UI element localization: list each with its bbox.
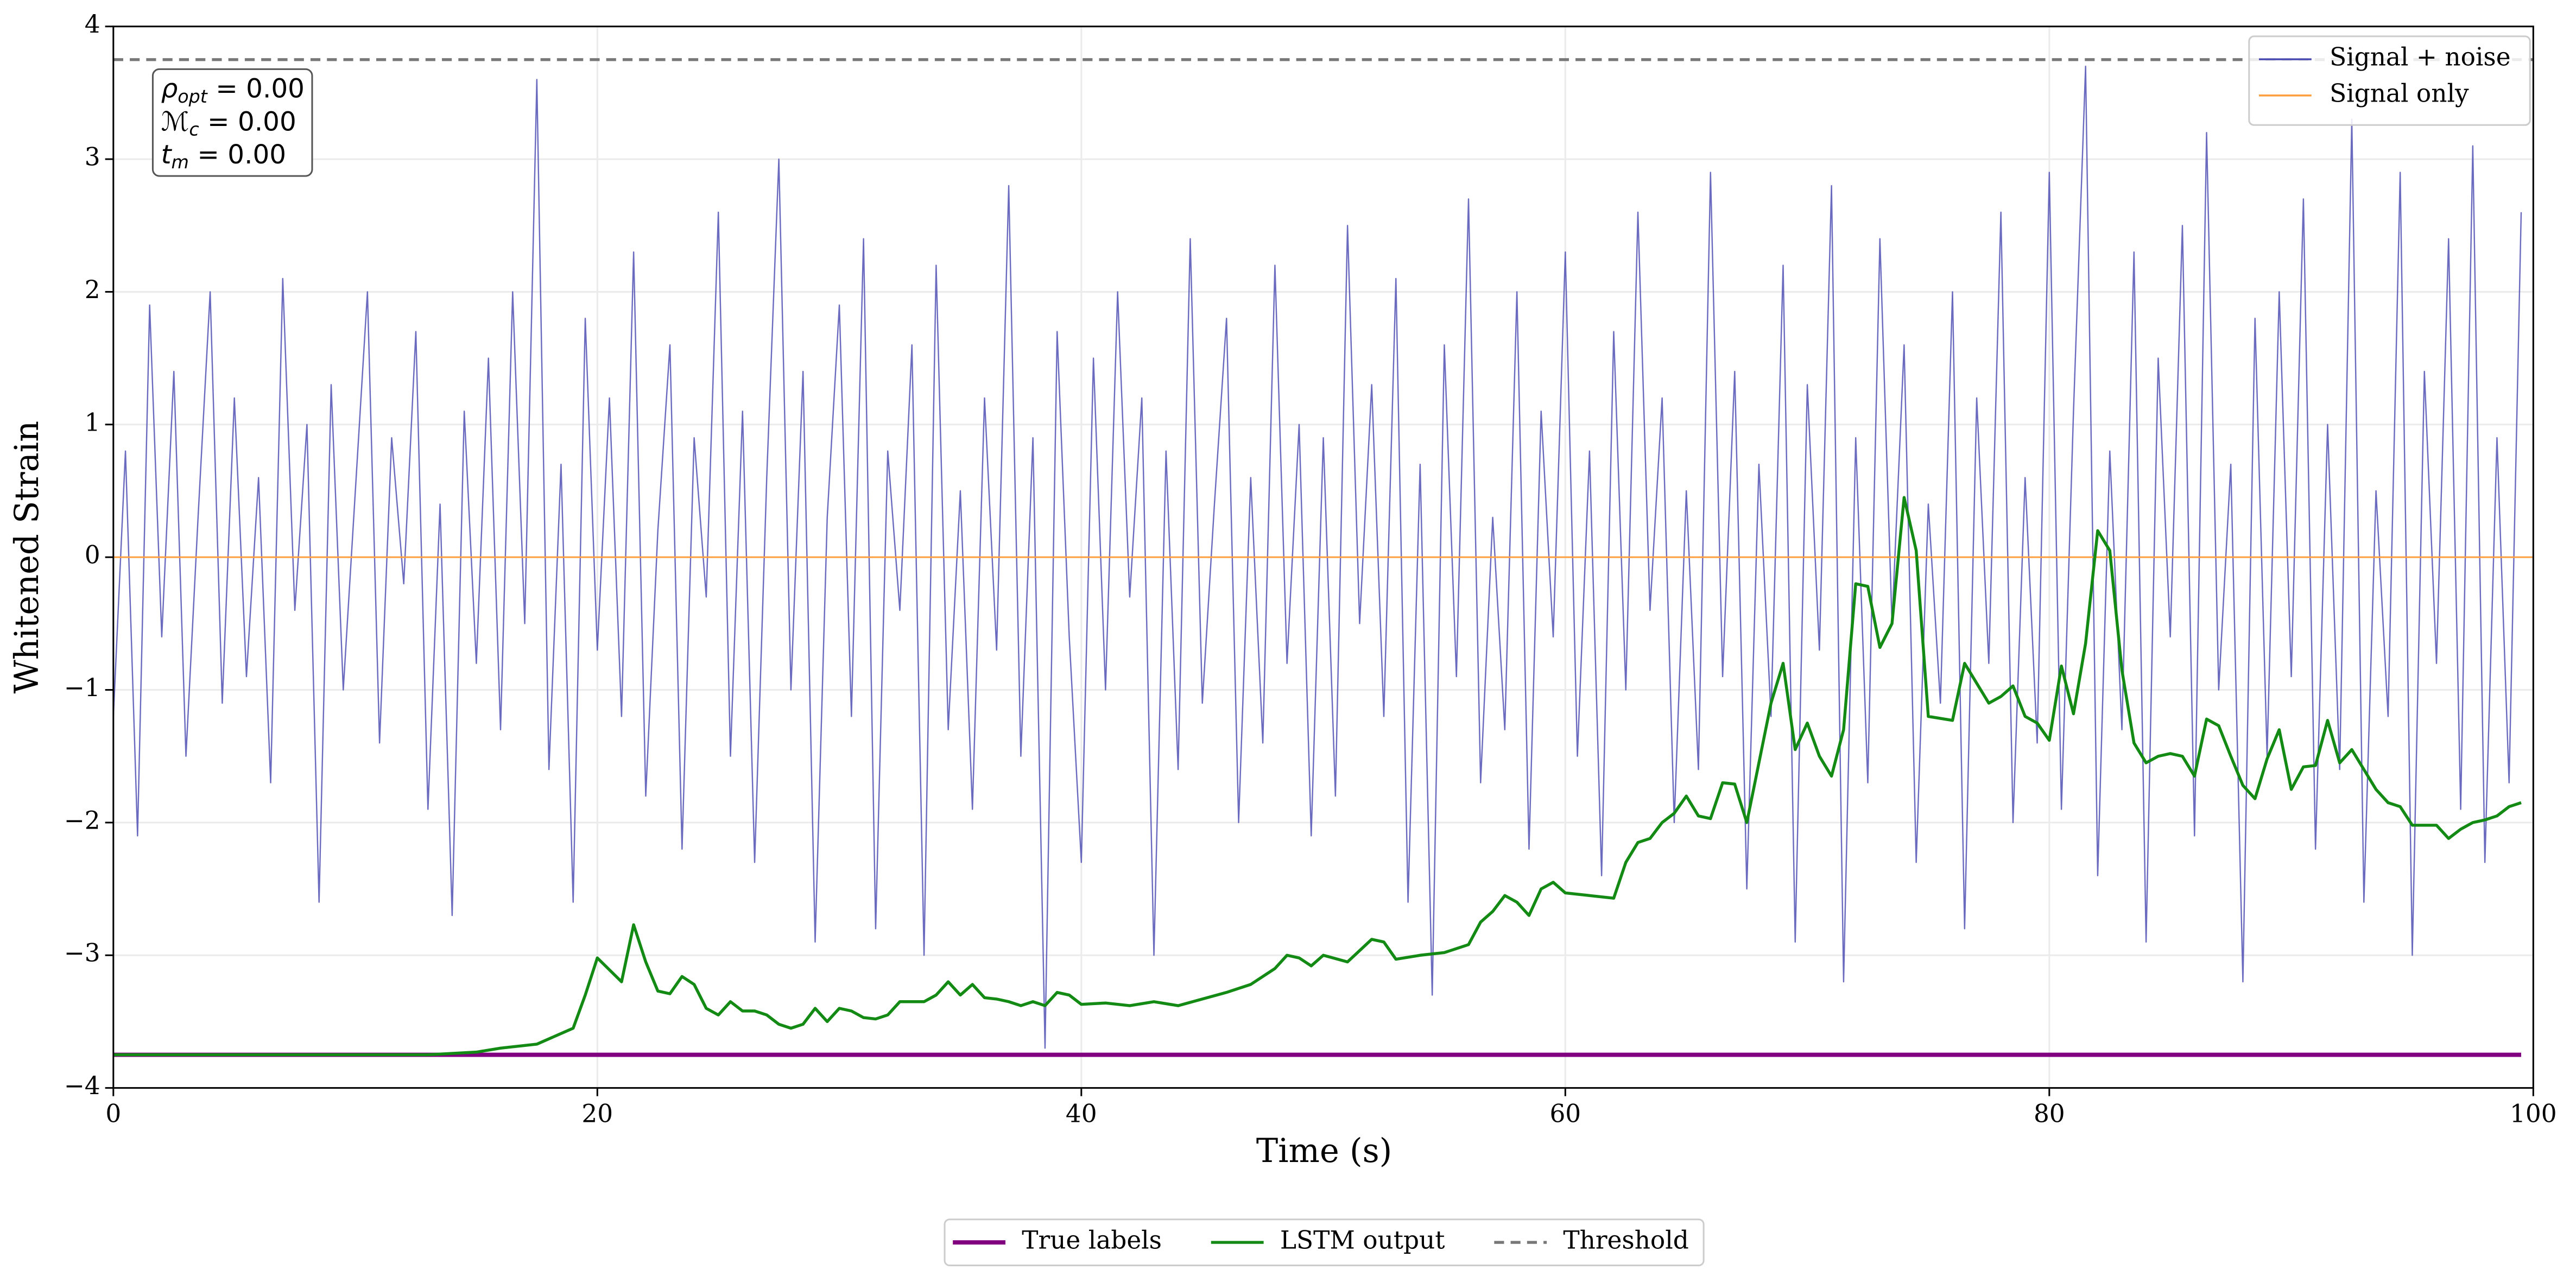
annotation-symbol: ℳ bbox=[161, 106, 189, 137]
legend-label: Signal + noise bbox=[2330, 43, 2511, 72]
annotation-subscript: m bbox=[172, 151, 189, 172]
y-tick-label: −4 bbox=[64, 1071, 100, 1100]
y-tick-label: −1 bbox=[64, 673, 100, 702]
legend-box bbox=[2248, 35, 2531, 126]
annotation-subscript: opt bbox=[178, 85, 208, 106]
y-axis-label: Whitened Strain bbox=[8, 421, 46, 694]
y-tick-label: 1 bbox=[85, 408, 100, 437]
annotation: ℳc = 0.00 bbox=[161, 106, 296, 140]
legend-label: Signal only bbox=[2330, 79, 2469, 108]
plot-frame bbox=[112, 26, 2534, 1089]
y-tick-label: −3 bbox=[64, 939, 100, 968]
x-tick-label: 80 bbox=[2034, 1100, 2065, 1128]
annotation-subscript: c bbox=[189, 118, 199, 140]
y-tick-label: 0 bbox=[85, 541, 100, 570]
annotation-value: = 0.00 bbox=[207, 74, 305, 104]
legend-label: LSTM output bbox=[1280, 1226, 1445, 1255]
x-tick-label: 60 bbox=[1549, 1100, 1581, 1128]
legend-label: True labels bbox=[1022, 1226, 1162, 1255]
annotation-symbol: ρ bbox=[161, 74, 178, 104]
x-axis-label: Time (s) bbox=[1256, 1132, 1392, 1170]
annotation: tm = 0.00 bbox=[161, 140, 287, 173]
annotation: ρopt = 0.00 bbox=[161, 74, 305, 107]
legend-label: Threshold bbox=[1563, 1226, 1688, 1255]
annotation-value: = 0.00 bbox=[199, 106, 296, 137]
series-line bbox=[112, 65, 2522, 1049]
annotation-box bbox=[151, 68, 313, 177]
y-tick-label: 2 bbox=[85, 275, 100, 304]
x-tick-label: 100 bbox=[2510, 1100, 2557, 1128]
x-tick-label: 0 bbox=[105, 1100, 121, 1128]
y-tick-label: −2 bbox=[64, 806, 100, 835]
x-tick-label: 40 bbox=[1066, 1100, 1097, 1128]
series-line bbox=[113, 496, 2522, 1057]
x-tick-label: 20 bbox=[581, 1100, 613, 1128]
annotation-value: = 0.00 bbox=[189, 140, 286, 170]
y-tick-label: 4 bbox=[85, 10, 100, 39]
legend-box bbox=[944, 1218, 1705, 1266]
y-tick-label: 3 bbox=[85, 143, 100, 172]
annotation-symbol: t bbox=[161, 140, 173, 170]
